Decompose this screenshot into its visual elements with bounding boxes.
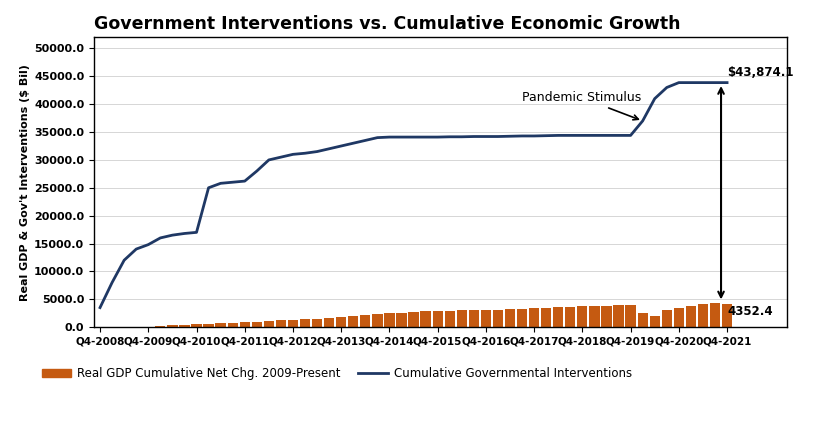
Bar (276, 320, 286, 327)
Bar (469, 310, 479, 327)
Bar (614, 305, 624, 327)
Bar (300, 319, 310, 327)
Y-axis label: Real GDP & Gov't Interventions ($ Bil): Real GDP & Gov't Interventions ($ Bil) (20, 64, 30, 301)
Bar (384, 313, 395, 327)
Bar (650, 316, 660, 327)
Bar (637, 313, 648, 327)
Bar (529, 309, 539, 327)
Bar (360, 315, 370, 327)
Bar (191, 324, 202, 327)
Bar (336, 317, 346, 327)
Bar (421, 312, 431, 327)
Bar (204, 324, 214, 327)
Bar (179, 325, 190, 327)
Bar (554, 307, 563, 327)
Bar (324, 318, 335, 327)
Bar (662, 310, 672, 327)
Bar (409, 312, 418, 327)
Bar (167, 325, 177, 327)
Bar (252, 321, 262, 327)
Bar (492, 309, 503, 327)
Bar (239, 322, 250, 327)
Text: Pandemic Stimulus: Pandemic Stimulus (522, 91, 641, 120)
Bar (155, 326, 165, 327)
Bar (372, 314, 383, 327)
Bar (674, 308, 684, 327)
Bar (432, 311, 443, 327)
Bar (457, 310, 467, 327)
Legend: Real GDP Cumulative Net Chg. 2009-Present, Cumulative Governmental Interventions: Real GDP Cumulative Net Chg. 2009-Presen… (37, 362, 637, 385)
Bar (565, 307, 575, 327)
Bar (396, 312, 407, 327)
Bar (444, 311, 455, 327)
Bar (264, 321, 274, 327)
Bar (312, 319, 322, 327)
Text: Government Interventions vs. Cumulative Economic Growth: Government Interventions vs. Cumulative … (94, 15, 681, 33)
Bar (348, 316, 358, 327)
Text: 4352.4: 4352.4 (727, 305, 772, 317)
Text: $43,874.1: $43,874.1 (727, 66, 794, 79)
Bar (288, 320, 298, 327)
Bar (589, 306, 600, 327)
Bar (602, 305, 611, 327)
Bar (481, 310, 491, 327)
Bar (698, 304, 708, 327)
Bar (722, 304, 732, 327)
Bar (216, 323, 225, 327)
Bar (685, 306, 696, 327)
Bar (577, 306, 588, 327)
Bar (710, 303, 720, 327)
Bar (517, 309, 527, 327)
Bar (541, 308, 551, 327)
Bar (505, 309, 515, 327)
Bar (625, 305, 636, 327)
Bar (228, 323, 238, 327)
